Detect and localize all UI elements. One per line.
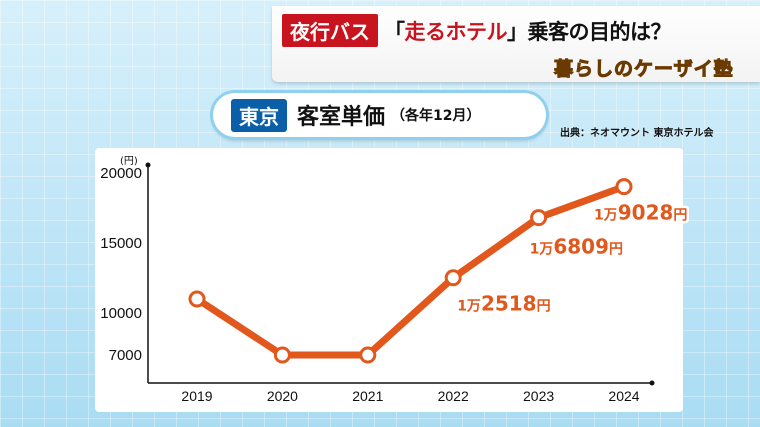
data-point xyxy=(530,209,548,227)
x-tick-label: 2019 xyxy=(181,388,212,404)
series-line xyxy=(193,183,628,359)
topic-tag: 夜行バス xyxy=(282,14,378,47)
data-label: 1万2518円 xyxy=(457,292,550,316)
headline-banner: 夜行バス 「走るホテル」乗客の目的は？ 暮らしのケーザイ塾 xyxy=(272,6,760,82)
source-note: 出典：ネオマウント 東京ホテル会 xyxy=(560,128,714,139)
chart-title: 客室単価 xyxy=(297,105,386,130)
chart-title-box: 東京 客室単価 （各年12月） xyxy=(213,93,546,137)
x-tick-label: 2024 xyxy=(608,388,639,404)
y-tick-label: 10000 xyxy=(100,305,142,322)
data-label: 1万6809円 xyxy=(530,235,623,259)
region-tag: 東京 xyxy=(231,98,287,132)
y-tick-label: 15000 xyxy=(100,235,142,252)
data-point xyxy=(444,269,462,287)
y-axis-end xyxy=(145,162,151,168)
y-unit-label: (円) xyxy=(120,156,138,167)
show-logo: 暮らしのケーザイ塾 xyxy=(554,58,734,81)
data-point xyxy=(359,346,377,364)
y-tick-label: 7000 xyxy=(109,347,142,364)
data-point xyxy=(273,346,291,364)
x-tick-label: 2020 xyxy=(267,388,298,404)
y-tick-label: 20000 xyxy=(100,165,142,182)
chart-panel xyxy=(95,148,683,412)
chart-subtitle: （各年12月） xyxy=(391,108,481,124)
data-label: 1万9028円 xyxy=(594,201,687,225)
x-tick-label: 2023 xyxy=(523,388,554,404)
x-axis-end xyxy=(649,380,655,386)
data-point xyxy=(188,290,206,308)
x-tick-label: 2022 xyxy=(438,388,469,404)
x-tick-label: 2021 xyxy=(352,388,383,404)
data-point xyxy=(615,178,633,196)
headline: 「走るホテル」乗客の目的は？ xyxy=(384,19,672,44)
